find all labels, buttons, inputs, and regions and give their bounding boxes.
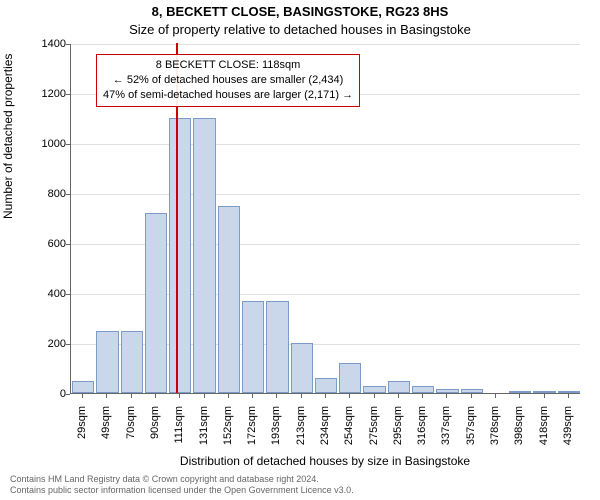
x-tick-mark [325, 394, 326, 398]
histogram-bar [436, 389, 458, 393]
footer-attribution: Contains HM Land Registry data © Crown c… [10, 474, 354, 496]
annotation-line-2: ← 52% of detached houses are smaller (2,… [103, 73, 353, 88]
y-tick-mark [66, 344, 70, 345]
footer-line-2: Contains public sector information licen… [10, 485, 354, 496]
histogram-bar [121, 331, 143, 394]
x-tick-label: 418sqm [538, 406, 550, 466]
annotation-line-1: 8 BECKETT CLOSE: 118sqm [103, 58, 353, 73]
y-tick-mark [66, 244, 70, 245]
histogram-bar [558, 391, 580, 393]
y-tick-label: 400 [16, 288, 66, 300]
x-tick-mark [495, 394, 496, 398]
x-tick-label: 295sqm [392, 406, 404, 466]
y-tick-label: 200 [16, 338, 66, 350]
y-tick-mark [66, 194, 70, 195]
histogram-bar [96, 331, 118, 394]
annotation-line-3: 47% of semi-detached houses are larger (… [103, 88, 353, 103]
y-tick-label: 800 [16, 188, 66, 200]
histogram-bar [412, 386, 434, 394]
x-tick-label: 172sqm [246, 406, 258, 466]
gridline [71, 44, 580, 45]
x-tick-mark [349, 394, 350, 398]
histogram-bar [169, 118, 191, 393]
x-tick-label: 378sqm [489, 406, 501, 466]
plot-area: 8 BECKETT CLOSE: 118sqm ← 52% of detache… [70, 44, 580, 394]
y-tick-mark [66, 44, 70, 45]
x-tick-mark [568, 394, 569, 398]
x-tick-label: 337sqm [440, 406, 452, 466]
x-tick-mark [519, 394, 520, 398]
x-tick-label: 29sqm [76, 406, 88, 466]
x-tick-label: 316sqm [416, 406, 428, 466]
marker-annotation-box: 8 BECKETT CLOSE: 118sqm ← 52% of detache… [96, 54, 360, 107]
y-tick-mark [66, 144, 70, 145]
x-tick-mark [398, 394, 399, 398]
y-tick-label: 600 [16, 238, 66, 250]
histogram-bar [388, 381, 410, 394]
x-tick-mark [82, 394, 83, 398]
histogram-bar [291, 343, 313, 393]
x-tick-mark [179, 394, 180, 398]
x-tick-mark [544, 394, 545, 398]
x-tick-label: 111sqm [173, 406, 185, 466]
x-tick-label: 49sqm [100, 406, 112, 466]
x-tick-label: 90sqm [149, 406, 161, 466]
x-tick-mark [155, 394, 156, 398]
x-tick-mark [422, 394, 423, 398]
chart-title-line2: Size of property relative to detached ho… [0, 22, 600, 37]
x-tick-label: 234sqm [319, 406, 331, 466]
x-tick-mark [252, 394, 253, 398]
x-tick-label: 193sqm [270, 406, 282, 466]
histogram-bar [363, 386, 385, 394]
x-tick-mark [446, 394, 447, 398]
x-tick-label: 152sqm [222, 406, 234, 466]
histogram-bar [533, 391, 555, 394]
x-tick-mark [228, 394, 229, 398]
histogram-bar [193, 118, 215, 393]
histogram-bar [339, 363, 361, 393]
y-tick-mark [66, 294, 70, 295]
y-axis-label: Number of detached properties [1, 54, 15, 219]
y-tick-mark [66, 394, 70, 395]
y-tick-mark [66, 94, 70, 95]
x-tick-label: 213sqm [295, 406, 307, 466]
x-tick-label: 357sqm [465, 406, 477, 466]
x-tick-mark [131, 394, 132, 398]
chart-title-line1: 8, BECKETT CLOSE, BASINGSTOKE, RG23 8HS [0, 4, 600, 19]
histogram-bar [242, 301, 264, 394]
x-tick-label: 70sqm [125, 406, 137, 466]
x-tick-mark [374, 394, 375, 398]
gridline [71, 194, 580, 195]
y-tick-label: 1000 [16, 138, 66, 150]
x-tick-label: 439sqm [562, 406, 574, 466]
x-tick-mark [106, 394, 107, 398]
x-tick-mark [301, 394, 302, 398]
histogram-bar [315, 378, 337, 393]
chart-container: 8, BECKETT CLOSE, BASINGSTOKE, RG23 8HS … [0, 0, 600, 500]
x-tick-label: 131sqm [198, 406, 210, 466]
y-tick-label: 1200 [16, 88, 66, 100]
histogram-bar [72, 381, 94, 394]
histogram-bar [509, 391, 531, 394]
x-tick-label: 254sqm [343, 406, 355, 466]
x-tick-label: 398sqm [513, 406, 525, 466]
histogram-bar [145, 213, 167, 393]
histogram-bar [266, 301, 288, 394]
gridline [71, 144, 580, 145]
histogram-bar [461, 389, 483, 393]
y-tick-label: 0 [16, 388, 66, 400]
footer-line-1: Contains HM Land Registry data © Crown c… [10, 474, 354, 485]
x-tick-label: 275sqm [368, 406, 380, 466]
x-tick-mark [204, 394, 205, 398]
y-tick-label: 1400 [16, 38, 66, 50]
histogram-bar [218, 206, 240, 394]
x-tick-mark [276, 394, 277, 398]
x-tick-mark [471, 394, 472, 398]
